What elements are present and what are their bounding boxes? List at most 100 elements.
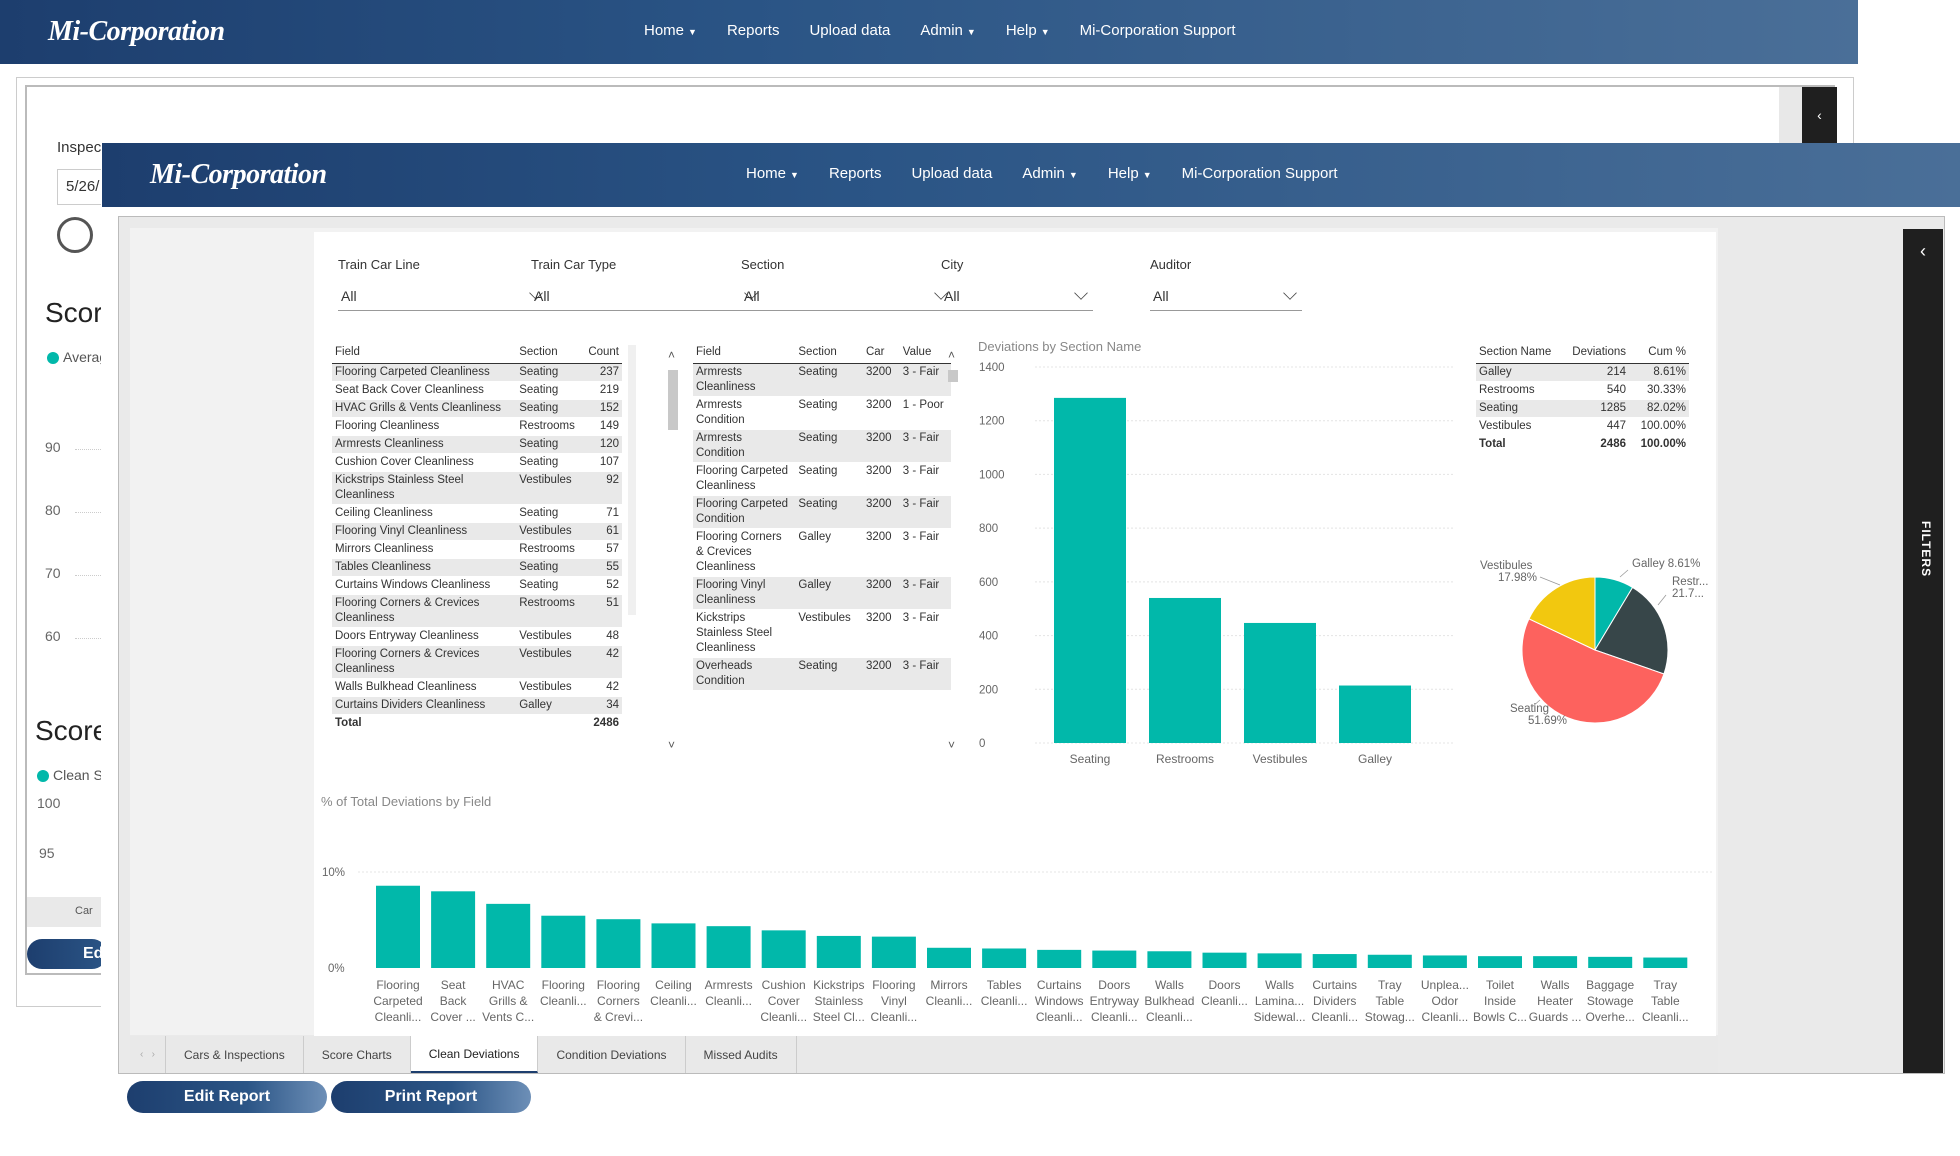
field-bar[interactable] [1588, 956, 1633, 968]
field-bar[interactable] [871, 936, 916, 968]
column-header[interactable]: Field [693, 341, 796, 364]
field-bar[interactable] [1312, 954, 1357, 968]
table-row[interactable]: Flooring Corners & Crevices Cleanliness V… [332, 645, 622, 679]
chevron-left-icon[interactable]: ‹ [1920, 241, 1926, 261]
pie-slice-seating[interactable] [1521, 618, 1665, 724]
nav-mi-corporation-support[interactable]: Mi-Corporation Support [1182, 165, 1338, 182]
table-row[interactable]: Seat Back Cover Cleanliness Seating 219 [332, 381, 622, 400]
field-bar[interactable] [486, 903, 531, 968]
column-header[interactable]: Value [899, 341, 951, 364]
nav-upload-data[interactable]: Upload data [809, 22, 890, 39]
tab-condition-deviations[interactable]: Condition Deviations [538, 1036, 686, 1073]
table-row[interactable]: HVAC Grills & Vents Cleanliness Seating 15… [332, 399, 622, 418]
table-row[interactable]: Cushion Cover Cleanliness Seating 107 [332, 453, 622, 472]
table-row[interactable]: Restrooms 540 30.33% [1476, 381, 1689, 400]
table-row[interactable]: Overheads Condition Seating 3200 3 - Fair [693, 657, 951, 691]
table-row[interactable]: Flooring Carpeted Cleanliness Seating 237 [332, 363, 622, 382]
table-row[interactable]: Flooring Corners & Crevices Cleanliness R… [332, 594, 622, 628]
nav-mi-corporation-support[interactable]: Mi-Corporation Support [1080, 22, 1236, 39]
field-bar[interactable] [376, 885, 420, 968]
table-row[interactable]: Flooring Carpeted Condition Seating 3200 3 … [693, 495, 951, 529]
bar-restrooms[interactable] [1149, 597, 1221, 743]
column-header[interactable]: Deviations [1561, 341, 1629, 364]
field-bar[interactable] [596, 919, 641, 968]
table-row[interactable]: Flooring Corners & Crevices Cleanliness G… [693, 528, 951, 577]
field-bar[interactable] [1037, 949, 1082, 968]
slicer-dropdown-section[interactable]: All [741, 281, 953, 311]
nav-home[interactable]: Home ▼ [644, 22, 697, 39]
column-header[interactable]: Cum % [1629, 341, 1689, 364]
pie-slice-restrooms[interactable] [1594, 586, 1669, 675]
table-row[interactable]: Armrests Condition Seating 3200 3 - Fair [693, 429, 951, 463]
column-header[interactable]: Section Name [1476, 341, 1561, 364]
table-row[interactable]: Curtains Dividers Cleanliness Galley 34 [332, 696, 622, 715]
table-row[interactable]: Armrests Cleanliness Seating 120 [332, 435, 622, 454]
bar-galley[interactable] [1339, 685, 1411, 743]
table1-scrollbar[interactable] [628, 345, 636, 615]
column-header[interactable]: Section [516, 341, 583, 364]
table-row[interactable]: Kickstrips Stainless Steel Cleanliness Ve… [693, 609, 951, 658]
nav-admin[interactable]: Admin ▼ [920, 22, 975, 39]
field-bar[interactable] [1202, 952, 1247, 968]
table-row[interactable]: Flooring Vinyl Cleanliness Galley 3200 3 - … [693, 576, 951, 610]
table2-left-scrollbar[interactable] [668, 370, 678, 430]
table-row[interactable]: Ceiling Cleanliness Seating 71 [332, 504, 622, 523]
field-bar[interactable] [1257, 953, 1302, 968]
nav-reports[interactable]: Reports [727, 22, 780, 39]
tab-clean-deviations[interactable]: Clean Deviations [410, 1036, 539, 1073]
chevron-down-icon[interactable]: ˅ [668, 738, 676, 752]
table-row[interactable]: Mirrors Cleanliness Restrooms 57 [332, 540, 622, 559]
back-edit-button[interactable]: Ed [27, 939, 107, 969]
tab-cars-inspections[interactable]: Cars & Inspections [166, 1036, 304, 1073]
bar-seating[interactable] [1054, 397, 1126, 743]
table-row[interactable]: Kickstrips Stainless Steel Cleanliness Ve… [332, 471, 622, 505]
table-row[interactable]: Armrests Condition Seating 3200 1 - Poor [693, 396, 951, 430]
pie-slice-vestibules[interactable] [1528, 576, 1596, 651]
field-bar[interactable] [706, 926, 751, 968]
table-row[interactable]: Flooring Cleanliness Restrooms 149 [332, 417, 622, 436]
filters-pane-toggle[interactable]: ‹ FILTERS [1903, 229, 1943, 1073]
column-header[interactable]: Field [332, 341, 517, 364]
column-header[interactable]: Count [582, 341, 622, 364]
table-row[interactable]: Doors Entryway Cleanliness Vestibules 48 [332, 627, 622, 646]
tab-nav-arrows[interactable]: ‹ › [130, 1036, 166, 1073]
table-row[interactable]: Galley 214 8.61% [1476, 363, 1689, 382]
field-bar[interactable] [816, 935, 861, 968]
front-logo[interactable]: Mi-Corporation [150, 159, 327, 190]
field-bar[interactable] [1643, 957, 1688, 968]
field-bar[interactable] [1367, 954, 1412, 968]
field-bar[interactable] [761, 930, 806, 968]
nav-help[interactable]: Help ▼ [1006, 22, 1050, 39]
slicer-dropdown-city[interactable]: All [941, 281, 1093, 311]
back-filter-toggle[interactable]: ‹ [1802, 87, 1837, 145]
field-bar[interactable] [982, 948, 1027, 968]
table-row[interactable]: Vestibules 447 100.00% [1476, 417, 1689, 436]
table-row[interactable]: Curtains Windows Cleanliness Seating 52 [332, 576, 622, 595]
chevron-up-icon[interactable]: ˄ [948, 348, 956, 362]
back-tab-label[interactable]: Car [75, 905, 93, 917]
chevron-up-icon[interactable]: ˄ [668, 348, 676, 362]
table-row[interactable]: Flooring Carpeted Cleanliness Seating 3200… [693, 462, 951, 496]
table2-right-scrollbar[interactable] [948, 370, 958, 382]
table-row[interactable]: Tables Cleanliness Seating 55 [332, 558, 622, 577]
field-bar[interactable] [541, 915, 586, 968]
field-bar[interactable] [651, 923, 696, 968]
field-bar[interactable] [927, 947, 971, 968]
column-header[interactable]: Car [862, 341, 900, 364]
slicer-dropdown-train-car-line[interactable]: All [338, 281, 548, 311]
back-logo[interactable]: Mi-Corporation [48, 16, 225, 47]
edit-report-button[interactable]: Edit Report [127, 1081, 327, 1113]
table-row[interactable]: Armrests Cleanliness Seating 3200 3 - Fair [693, 363, 951, 397]
nav-home[interactable]: Home ▼ [746, 165, 799, 182]
table-row[interactable]: Walls Bulkhead Cleanliness Vestibules 42 [332, 678, 622, 697]
tab-missed-audits[interactable]: Missed Audits [686, 1036, 797, 1073]
nav-upload-data[interactable]: Upload data [911, 165, 992, 182]
field-bar[interactable] [431, 891, 476, 968]
chevron-down-icon[interactable]: ˅ [948, 738, 956, 752]
field-bar[interactable] [1092, 950, 1137, 968]
field-bar[interactable] [1478, 956, 1522, 968]
tab-score-charts[interactable]: Score Charts [304, 1036, 411, 1073]
nav-reports[interactable]: Reports [829, 165, 882, 182]
print-report-button[interactable]: Print Report [331, 1081, 531, 1113]
bar-vestibules[interactable] [1244, 622, 1316, 743]
